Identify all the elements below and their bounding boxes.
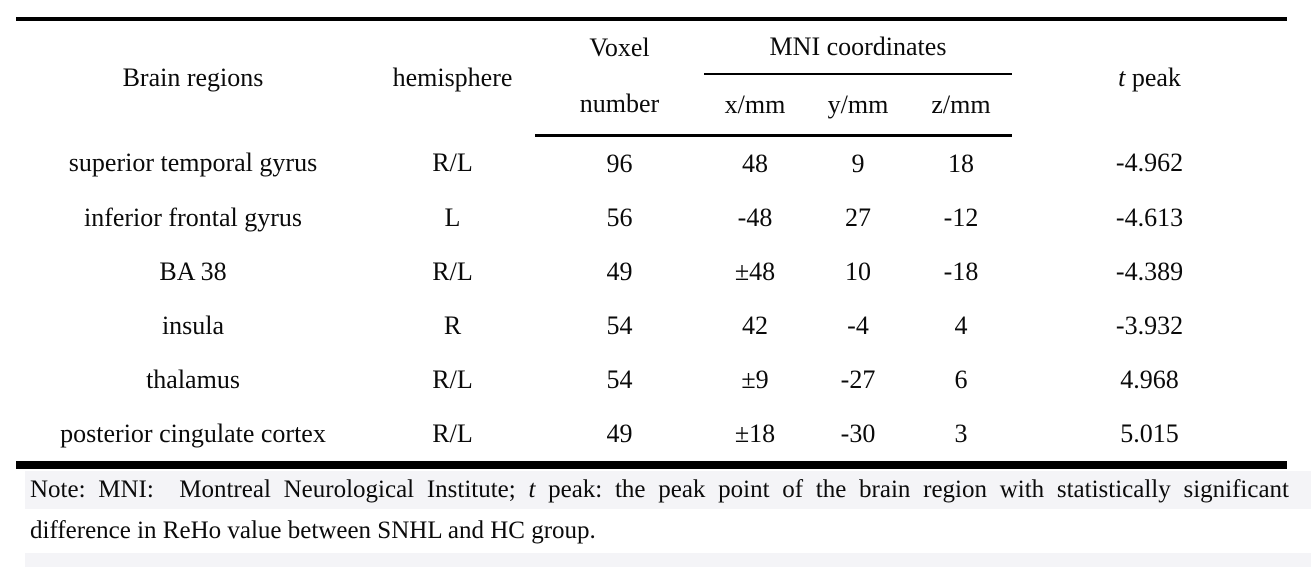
cell-voxel-number: 49	[606, 257, 633, 286]
cell-y: -4	[847, 311, 869, 340]
cell-x: ±48	[734, 257, 776, 286]
cell-t-peak: -3.932	[1115, 311, 1184, 340]
col-header-brain-regions: Brain regions	[122, 63, 264, 93]
cell-t-peak: 5.015	[1012, 407, 1287, 469]
t-peak-label: peak	[1125, 63, 1181, 93]
table-row: insula R 54 42 -4 4 -3.932	[16, 299, 1287, 353]
header-row-1: Brain regions hemisphere Voxel MNI coord…	[16, 19, 1287, 92]
table-header: Brain regions hemisphere Voxel MNI coord…	[16, 19, 1287, 137]
table-row: posterior cingulate cortex R/L 49 ±18 -3…	[16, 407, 1287, 469]
table-row: thalamus R/L 54 ±9 -27 6 4.968	[16, 353, 1287, 407]
col-header-mni-coordinates: MNI coordinates	[704, 19, 1012, 75]
cell-z: 3	[910, 407, 1012, 469]
table-note-line-2: difference in ReHo value between SNHL an…	[30, 509, 596, 553]
cell-voxel-number: 96	[606, 149, 633, 178]
cell-y: 10	[845, 257, 871, 286]
cell-t-peak: -4.389	[1115, 257, 1184, 286]
note-highlight-band	[25, 553, 1311, 567]
cell-region: posterior cingulate cortex	[16, 407, 370, 469]
cell-region: inferior frontal gyrus	[83, 203, 303, 232]
cell-region: BA 38	[159, 257, 227, 286]
col-header-y-mm: y/mm	[806, 74, 910, 137]
cell-voxel-number: 56	[606, 203, 633, 232]
cell-x: ±9	[741, 365, 769, 394]
cell-voxel-number: 49	[535, 407, 704, 469]
col-header-t-peak: t peak	[1012, 19, 1287, 136]
cell-voxel-number: 54	[606, 365, 633, 394]
note-text-pre: Note: MNI: Montreal Neurological Institu…	[30, 476, 529, 503]
cell-y: 9	[851, 149, 865, 178]
col-header-hemisphere: hemisphere	[392, 63, 513, 93]
col-header-voxel: Voxel	[589, 32, 650, 62]
t-peak-italic-t: t	[1118, 63, 1126, 93]
cell-region: insula	[161, 311, 225, 340]
col-header-number: number	[535, 74, 704, 137]
table-row: BA 38 R/L 49 ±48 10 -18 -4.389	[16, 245, 1287, 299]
cell-hemisphere: R/L	[432, 365, 473, 394]
cell-hemisphere: R	[443, 311, 462, 340]
cell-z: 4	[954, 311, 968, 340]
cell-hemisphere: R/L	[370, 407, 535, 469]
col-header-x-mm: x/mm	[704, 74, 806, 137]
cell-x: -48	[737, 203, 773, 232]
table-note-line-1: Note: MNI: Montreal Neurological Institu…	[25, 471, 1311, 509]
cell-z: -12	[943, 203, 979, 232]
cell-hemisphere: L	[444, 203, 461, 232]
cell-t-peak: -4.613	[1115, 203, 1184, 232]
brain-regions-table: Brain regions hemisphere Voxel MNI coord…	[16, 17, 1287, 469]
cell-z: 18	[948, 149, 974, 178]
cell-z: -18	[943, 257, 979, 286]
table-body: superior temporal gyrus R/L 96 48 9 18 -…	[16, 136, 1287, 469]
cell-region: thalamus	[146, 365, 240, 394]
cell-region: superior temporal gyrus	[68, 148, 318, 178]
header-row-2: number x/mm y/mm z/mm	[16, 74, 1287, 137]
cell-t-peak: -4.962	[1115, 148, 1184, 178]
note-text-post: peak: the peak point of the brain region…	[535, 476, 1289, 503]
table-row: superior temporal gyrus R/L 96 48 9 18 -…	[16, 136, 1287, 192]
note-italic-t: t	[528, 476, 536, 503]
cell-hemisphere: R/L	[432, 257, 473, 286]
cell-x: 42	[742, 311, 768, 340]
cell-y: 27	[845, 203, 871, 232]
cell-hemisphere: R/L	[432, 148, 473, 178]
col-header-z-mm: z/mm	[910, 74, 1012, 137]
cell-z: 6	[954, 365, 968, 394]
table-row: inferior frontal gyrus L 56 -48 27 -12 -…	[16, 191, 1287, 245]
cell-y: -27	[840, 365, 876, 394]
cell-y: -30	[806, 407, 910, 469]
cell-x: 48	[742, 149, 768, 178]
cell-x: ±18	[704, 407, 806, 469]
cell-voxel-number: 54	[606, 311, 633, 340]
cell-t-peak: 4.968	[1120, 365, 1179, 394]
